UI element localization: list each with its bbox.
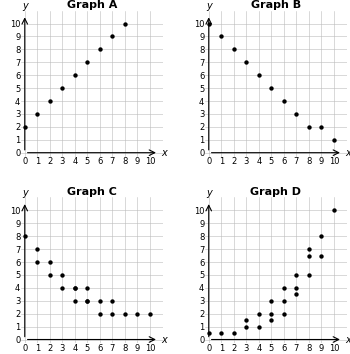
- Point: [231, 330, 237, 336]
- Point: [206, 21, 211, 26]
- Text: y: y: [22, 188, 28, 198]
- Point: [35, 246, 40, 252]
- Point: [97, 46, 103, 52]
- Point: [294, 111, 299, 117]
- Point: [97, 311, 103, 316]
- Point: [256, 311, 262, 316]
- Point: [268, 298, 274, 304]
- Point: [47, 272, 52, 278]
- Point: [110, 34, 115, 39]
- Point: [294, 272, 299, 278]
- Point: [72, 298, 78, 304]
- Text: x: x: [161, 335, 167, 344]
- Point: [47, 259, 52, 265]
- Title: Graph A: Graph A: [66, 0, 117, 10]
- Point: [72, 285, 78, 291]
- Text: y: y: [206, 188, 212, 198]
- Point: [110, 298, 115, 304]
- Point: [331, 137, 337, 143]
- Point: [281, 311, 287, 316]
- Point: [281, 298, 287, 304]
- Point: [147, 311, 153, 316]
- Point: [268, 85, 274, 91]
- Point: [47, 98, 52, 104]
- Point: [294, 291, 299, 297]
- Point: [244, 59, 249, 65]
- Point: [122, 311, 128, 316]
- Point: [60, 272, 65, 278]
- Point: [97, 298, 103, 304]
- Point: [318, 253, 324, 258]
- Point: [85, 298, 90, 304]
- Text: x: x: [161, 148, 167, 158]
- Point: [306, 272, 312, 278]
- Point: [85, 285, 90, 291]
- Point: [60, 85, 65, 91]
- Point: [85, 59, 90, 65]
- Point: [206, 330, 211, 336]
- Point: [244, 324, 249, 330]
- Text: x: x: [345, 335, 350, 344]
- Point: [22, 124, 28, 130]
- Point: [72, 72, 78, 78]
- Point: [268, 311, 274, 316]
- Point: [85, 298, 90, 304]
- Point: [60, 285, 65, 291]
- Point: [135, 311, 140, 316]
- Text: x: x: [345, 148, 350, 158]
- Point: [306, 124, 312, 130]
- Point: [256, 72, 262, 78]
- Point: [110, 311, 115, 316]
- Point: [244, 317, 249, 323]
- Point: [318, 124, 324, 130]
- Point: [318, 233, 324, 239]
- Point: [231, 46, 237, 52]
- Point: [35, 111, 40, 117]
- Point: [122, 21, 128, 26]
- Point: [218, 34, 224, 39]
- Point: [268, 317, 274, 323]
- Point: [331, 207, 337, 213]
- Title: Graph C: Graph C: [67, 187, 117, 197]
- Point: [306, 246, 312, 252]
- Text: y: y: [206, 1, 212, 11]
- Point: [218, 330, 224, 336]
- Point: [35, 259, 40, 265]
- Point: [294, 285, 299, 291]
- Point: [256, 324, 262, 330]
- Point: [72, 285, 78, 291]
- Title: Graph D: Graph D: [250, 187, 301, 197]
- Point: [281, 98, 287, 104]
- Point: [306, 253, 312, 258]
- Title: Graph B: Graph B: [251, 0, 301, 10]
- Point: [281, 285, 287, 291]
- Text: y: y: [22, 1, 28, 11]
- Point: [22, 233, 28, 239]
